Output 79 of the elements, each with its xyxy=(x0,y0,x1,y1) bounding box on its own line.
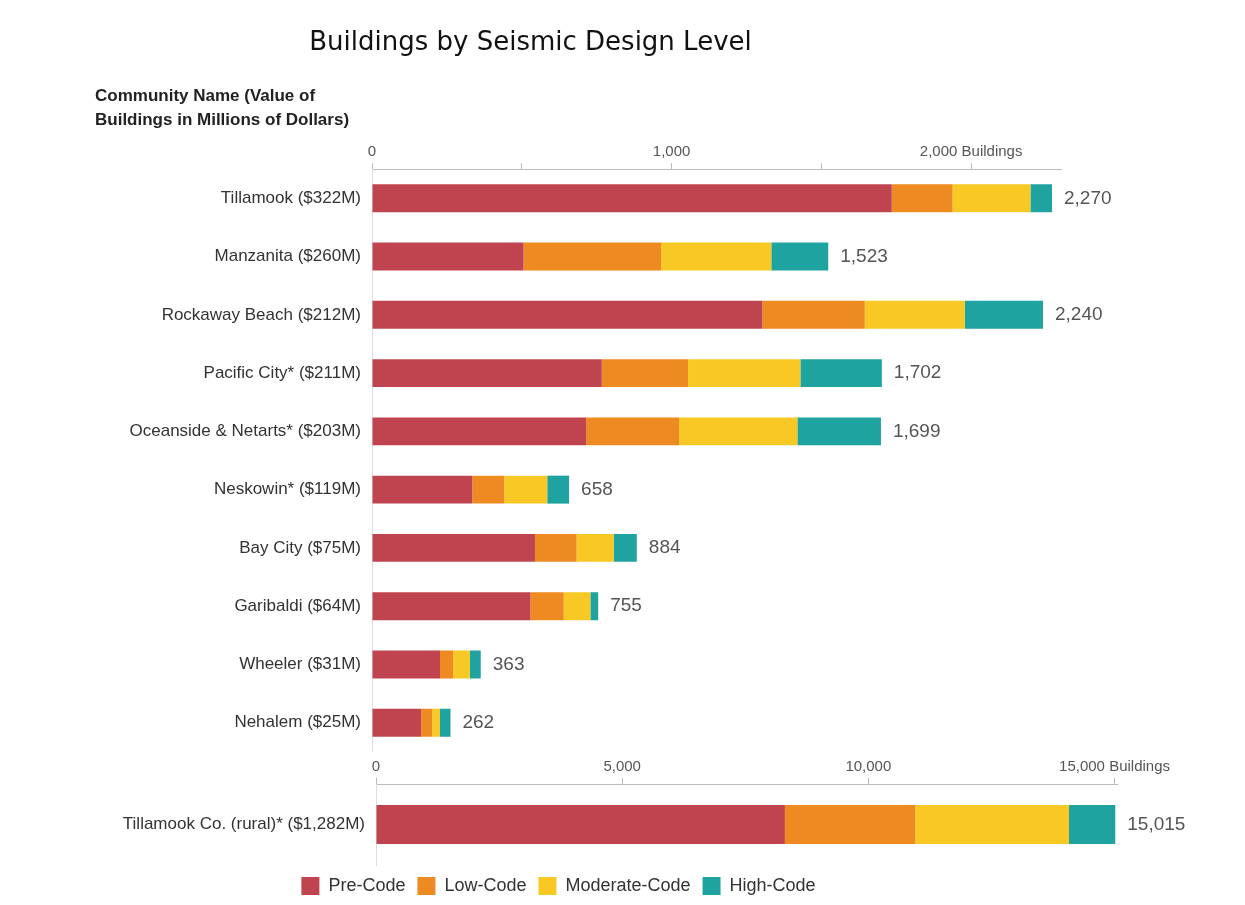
bar xyxy=(1068,805,1116,844)
y-tick-label: Wheeler ($31M) xyxy=(239,654,361,674)
legend-label: High-Code xyxy=(729,874,816,895)
bar xyxy=(440,708,451,737)
bar xyxy=(563,592,591,621)
total-label: 262 xyxy=(462,710,495,732)
total-label: 15,015 xyxy=(1127,812,1186,834)
bar xyxy=(964,300,1044,329)
bar xyxy=(586,417,680,446)
total-label: 2,270 xyxy=(1064,186,1112,208)
bar xyxy=(688,359,801,388)
bar xyxy=(613,533,637,562)
x-tick-label: 10,000 xyxy=(845,757,892,775)
total-label: 1,702 xyxy=(893,361,942,383)
bar xyxy=(771,242,829,271)
y-tick-label: Neskowin* ($119M) xyxy=(213,479,361,499)
y-axis-title: Community Name (Value of Buildings in Millions of Dollars) xyxy=(95,85,351,131)
legend-label: Moderate-Code xyxy=(565,874,691,895)
y-tick-label: Oceanside & Netarts* ($203M) xyxy=(129,421,361,441)
bar xyxy=(372,184,892,213)
x-tick-label: 2,000 Buildings xyxy=(919,142,1023,160)
bar xyxy=(372,475,473,504)
bar xyxy=(504,475,548,504)
bar xyxy=(372,359,602,388)
bar xyxy=(372,300,763,329)
bar xyxy=(372,650,440,679)
bar xyxy=(590,592,599,621)
chart-title: Buildings by Seismic Design Level xyxy=(309,26,752,57)
bar xyxy=(762,300,865,329)
bar xyxy=(372,417,587,446)
y-tick-label: Bay City ($75M) xyxy=(239,537,361,557)
bar xyxy=(797,417,881,446)
bar xyxy=(469,650,481,679)
bar xyxy=(679,417,798,446)
y-tick-label: Manzanita ($260M) xyxy=(214,246,361,266)
bar xyxy=(472,475,505,504)
total-label: 658 xyxy=(581,477,613,499)
y-tick-label: Garibaldi ($64M) xyxy=(234,595,361,615)
bar xyxy=(534,533,577,562)
bar xyxy=(915,805,1069,844)
y-tick-label: Nehalem ($25M) xyxy=(234,712,361,732)
total-label: 1,699 xyxy=(892,419,941,441)
bar xyxy=(372,592,531,621)
x-tick-label: 0 xyxy=(371,757,381,775)
total-label: 363 xyxy=(492,652,525,674)
bar xyxy=(530,592,564,621)
bar xyxy=(601,359,689,388)
legend-label: Pre-Code xyxy=(328,874,406,895)
bar xyxy=(440,650,454,679)
bar xyxy=(523,242,662,271)
x-tick-label: 1,000 xyxy=(652,142,691,160)
y-tick-label: Tillamook ($322M) xyxy=(220,188,361,208)
bar xyxy=(800,359,882,388)
total-label: 1,523 xyxy=(840,244,888,266)
x-tick-label: 5,000 xyxy=(603,757,641,775)
x-tick-label: 15,000 Buildings xyxy=(1059,757,1170,775)
bar xyxy=(421,708,433,737)
bar xyxy=(432,708,440,737)
bar xyxy=(952,184,1031,213)
bar xyxy=(661,242,772,271)
total-label: 2,240 xyxy=(1055,303,1103,325)
bar xyxy=(376,805,785,844)
y-tick-label: Pacific City* ($211M) xyxy=(203,362,361,382)
bar xyxy=(891,184,953,213)
bar xyxy=(547,475,570,504)
total-label: 755 xyxy=(610,594,642,616)
bar xyxy=(453,650,470,679)
y-tick-label: Rockaway Beach ($212M) xyxy=(161,304,361,324)
bar xyxy=(372,533,535,562)
bar xyxy=(784,805,916,844)
x-tick-label: 0 xyxy=(367,142,377,160)
bar xyxy=(1030,184,1053,213)
y-tick-label: Tillamook Co. (rural)* ($1,282M) xyxy=(122,814,365,834)
bar xyxy=(576,533,614,562)
legend-label: Low-Code xyxy=(444,874,527,895)
total-label: 884 xyxy=(648,536,681,558)
bar xyxy=(372,708,422,737)
bar xyxy=(372,242,524,271)
bar xyxy=(864,300,965,329)
